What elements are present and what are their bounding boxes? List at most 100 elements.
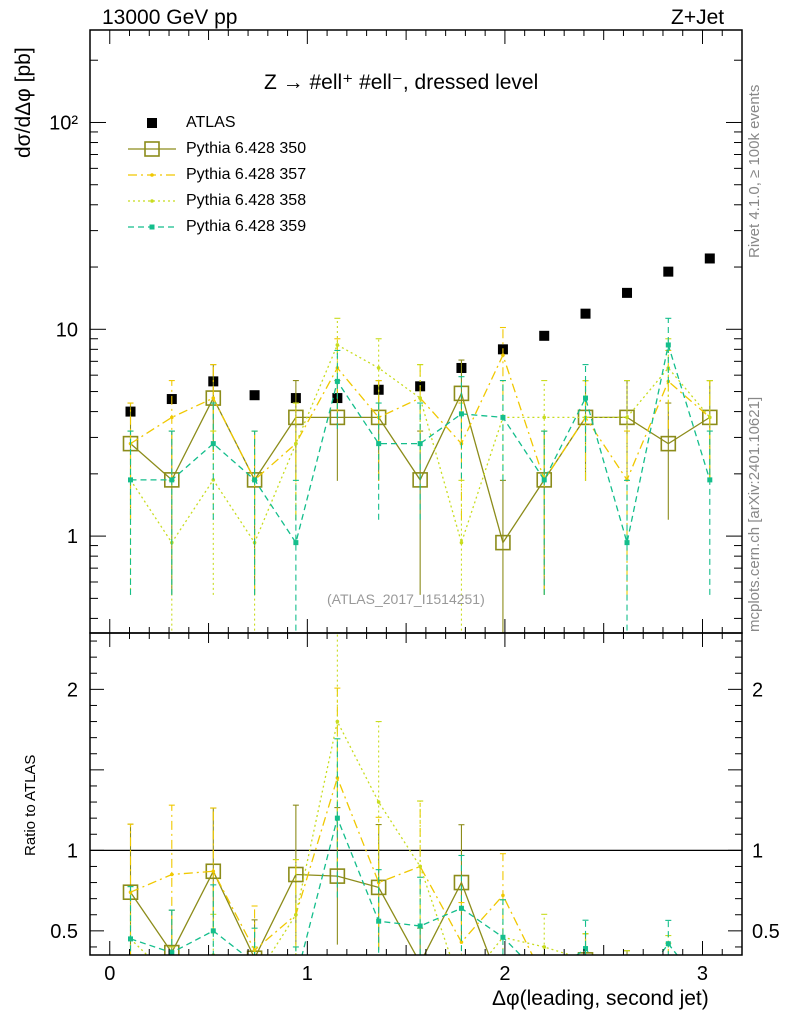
main-point-359-14 bbox=[707, 477, 713, 483]
plot-title: Z → #ell⁺ #ell⁻, dressed level bbox=[264, 71, 539, 94]
ratio-point-358-14 bbox=[708, 982, 712, 986]
ratio-point-357-5 bbox=[335, 776, 340, 780]
ratio-point-359-11 bbox=[583, 946, 589, 952]
legend-marker-atlas bbox=[147, 118, 157, 128]
main-point-atlas-10 bbox=[539, 330, 550, 341]
ratio-tick-label-right-0.5: 0.5 bbox=[752, 921, 780, 943]
main-point-350-9 bbox=[495, 534, 511, 551]
main-point-359-0 bbox=[128, 477, 134, 483]
ratio-point-358-12 bbox=[625, 969, 629, 973]
ratio-point-359-5 bbox=[334, 815, 340, 821]
main-point-358-12 bbox=[625, 415, 629, 420]
main-point-359-5 bbox=[334, 378, 340, 384]
ratio-point-357-8 bbox=[459, 940, 464, 944]
ratio-point-358-3 bbox=[253, 977, 257, 981]
legend-label-357: Pythia 6.428 357 bbox=[186, 166, 307, 183]
main-point-350-13 bbox=[660, 435, 677, 452]
main-point-359-1 bbox=[169, 477, 175, 483]
main-point-atlas-12 bbox=[622, 287, 633, 298]
ratio-point-359-7 bbox=[417, 923, 423, 929]
x-tick-label-1: 1 bbox=[302, 963, 313, 985]
ratio-point-359-8 bbox=[458, 905, 464, 911]
ratio-tick-label-left-2: 2 bbox=[67, 679, 78, 701]
ratio-point-357-0 bbox=[128, 890, 133, 895]
ratio-point-357-13 bbox=[667, 961, 671, 965]
ratio-point-359-9 bbox=[500, 934, 506, 940]
main-point-358-7 bbox=[418, 396, 422, 400]
energy-label: 13000 GeV pp bbox=[102, 6, 238, 29]
x-tick-label-2: 2 bbox=[499, 963, 510, 985]
main-point-atlas-13 bbox=[663, 266, 674, 277]
ratio-point-359-1 bbox=[169, 950, 175, 955]
process-label: Z+Jet bbox=[671, 6, 725, 29]
ratio-point-357-11 bbox=[584, 958, 588, 962]
main-point-atlas-11 bbox=[580, 308, 591, 319]
legend-marker-350 bbox=[144, 141, 160, 157]
y-axis-label: dσ/dΔφ [pb] bbox=[12, 47, 35, 158]
ratio-tick-label-left-0.5: 0.5 bbox=[50, 921, 78, 943]
main-point-359-10 bbox=[541, 477, 547, 483]
main-point-359-2 bbox=[210, 441, 216, 447]
ratio-point-357-14 bbox=[708, 982, 712, 986]
ratio-tick-label-right-2: 2 bbox=[752, 679, 763, 701]
y-tick-label-1: 1 bbox=[67, 526, 78, 548]
axes: 0 1 2 3 1 10 10² 0.5 0.5 1 1 2 2 bbox=[49, 29, 780, 985]
main-point-359-4 bbox=[293, 540, 299, 546]
main-line-358 bbox=[129, 344, 711, 545]
ratio-point-350-10 bbox=[537, 972, 551, 986]
rivet-label: Rivet 4.1.0, ≥ 100k events bbox=[746, 84, 763, 258]
ratio-point-358-8 bbox=[460, 987, 464, 991]
ratio-point-358-1 bbox=[170, 977, 174, 981]
ratio-point-359-4 bbox=[293, 977, 298, 982]
ratio-point-357-9 bbox=[501, 893, 505, 898]
y-tick-label-10: 10 bbox=[56, 319, 78, 341]
ratio-point-350-1 bbox=[163, 944, 180, 955]
ratio-point-350-12 bbox=[620, 964, 634, 978]
main-point-358-10 bbox=[542, 415, 547, 420]
main-point-358-5 bbox=[335, 343, 340, 347]
ratio-point-357-10 bbox=[542, 977, 546, 981]
main-point-358-2 bbox=[211, 478, 216, 482]
main-point-357-9 bbox=[501, 353, 505, 357]
legend-label-359: Pythia 6.428 359 bbox=[186, 218, 307, 235]
main-point-atlas-14 bbox=[704, 253, 715, 264]
legend-label-358: Pythia 6.428 358 bbox=[186, 192, 307, 209]
main-line-359 bbox=[130, 344, 711, 545]
legend-marker-359 bbox=[149, 224, 155, 230]
ratio-point-359-10 bbox=[542, 977, 547, 982]
main-point-359-6 bbox=[376, 441, 382, 447]
main-point-358-14 bbox=[707, 415, 712, 420]
ratio-point-358-4 bbox=[294, 912, 298, 917]
ratio-point-358-6 bbox=[376, 800, 381, 804]
ratio-point-359-6 bbox=[376, 918, 382, 924]
ratio-panel-series bbox=[90, 633, 742, 991]
main-panel-series bbox=[122, 253, 718, 633]
mcplots-label: mcplots.cern.ch [arXiv:2401.10621] bbox=[746, 396, 763, 632]
ratio-line-357 bbox=[130, 775, 534, 955]
ratio-line-350 bbox=[129, 869, 490, 955]
ratio-tick-label-left-1: 1 bbox=[67, 840, 78, 862]
main-point-358-6 bbox=[376, 366, 381, 370]
ratio-point-358-7 bbox=[418, 864, 422, 869]
main-point-357-2 bbox=[211, 396, 216, 400]
ratio-y-axis-label: Ratio to ATLAS bbox=[22, 754, 39, 856]
legend-marker-357 bbox=[150, 173, 154, 177]
main-point-atlas-3 bbox=[249, 390, 260, 401]
main-point-359-11 bbox=[583, 395, 589, 401]
ratio-point-359-2 bbox=[210, 928, 216, 934]
ratio-point-359-3 bbox=[252, 961, 257, 966]
ratio-point-357-2 bbox=[211, 869, 216, 874]
main-point-359-7 bbox=[417, 441, 423, 447]
ratio-point-350-7 bbox=[413, 956, 427, 970]
ratio-point-358-11 bbox=[584, 958, 588, 962]
main-point-359-12 bbox=[624, 540, 630, 546]
analysis-tag: (ATLAS_2017_I1514251) bbox=[327, 591, 485, 607]
ratio-point-358-5 bbox=[335, 719, 340, 724]
main-point-359-9 bbox=[500, 414, 506, 420]
main-point-357-1 bbox=[169, 415, 174, 420]
legend-label-atlas: ATLAS bbox=[186, 114, 236, 131]
legend-markers bbox=[128, 118, 176, 230]
ratio-point-358-10 bbox=[542, 945, 547, 949]
y-tick-label-100: 10² bbox=[49, 112, 78, 134]
